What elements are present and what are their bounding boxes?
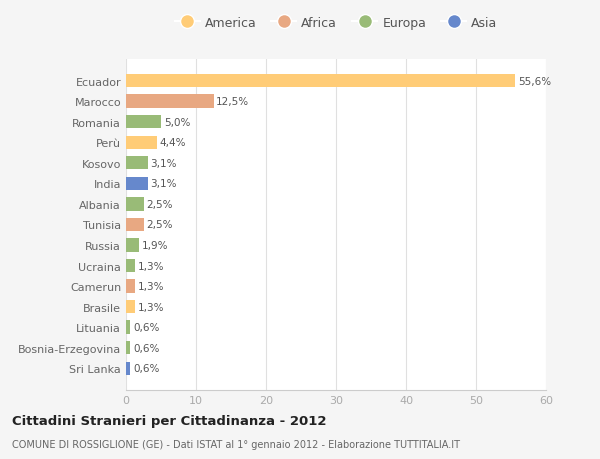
Bar: [126, 95, 214, 108]
Bar: [126, 136, 157, 150]
Bar: [126, 259, 135, 273]
Text: 0,6%: 0,6%: [133, 323, 160, 332]
Text: 55,6%: 55,6%: [518, 76, 551, 86]
Text: 1,3%: 1,3%: [138, 302, 164, 312]
Text: Cittadini Stranieri per Cittadinanza - 2012: Cittadini Stranieri per Cittadinanza - 2…: [12, 414, 326, 428]
Text: 0,6%: 0,6%: [133, 343, 160, 353]
Text: 2,5%: 2,5%: [146, 199, 173, 209]
Bar: [126, 341, 130, 355]
Bar: [126, 300, 135, 313]
Text: 3,1%: 3,1%: [151, 158, 177, 168]
Bar: [126, 218, 143, 232]
Text: 4,4%: 4,4%: [160, 138, 186, 148]
Bar: [126, 239, 139, 252]
Bar: [126, 198, 143, 211]
Text: 0,6%: 0,6%: [133, 364, 160, 374]
Bar: [126, 321, 130, 334]
Text: 1,9%: 1,9%: [142, 241, 169, 251]
Text: 5,0%: 5,0%: [164, 118, 190, 127]
Text: 12,5%: 12,5%: [217, 97, 250, 107]
Text: 1,3%: 1,3%: [138, 261, 164, 271]
Bar: [126, 362, 130, 375]
Bar: [126, 280, 135, 293]
Text: 1,3%: 1,3%: [138, 281, 164, 291]
Bar: [126, 157, 148, 170]
Bar: [126, 116, 161, 129]
Bar: [126, 75, 515, 88]
Text: 2,5%: 2,5%: [146, 220, 173, 230]
Text: COMUNE DI ROSSIGLIONE (GE) - Dati ISTAT al 1° gennaio 2012 - Elaborazione TUTTIT: COMUNE DI ROSSIGLIONE (GE) - Dati ISTAT …: [12, 440, 460, 449]
Text: 3,1%: 3,1%: [151, 179, 177, 189]
Bar: [126, 177, 148, 190]
Legend: America, Africa, Europa, Asia: America, Africa, Europa, Asia: [171, 13, 501, 34]
